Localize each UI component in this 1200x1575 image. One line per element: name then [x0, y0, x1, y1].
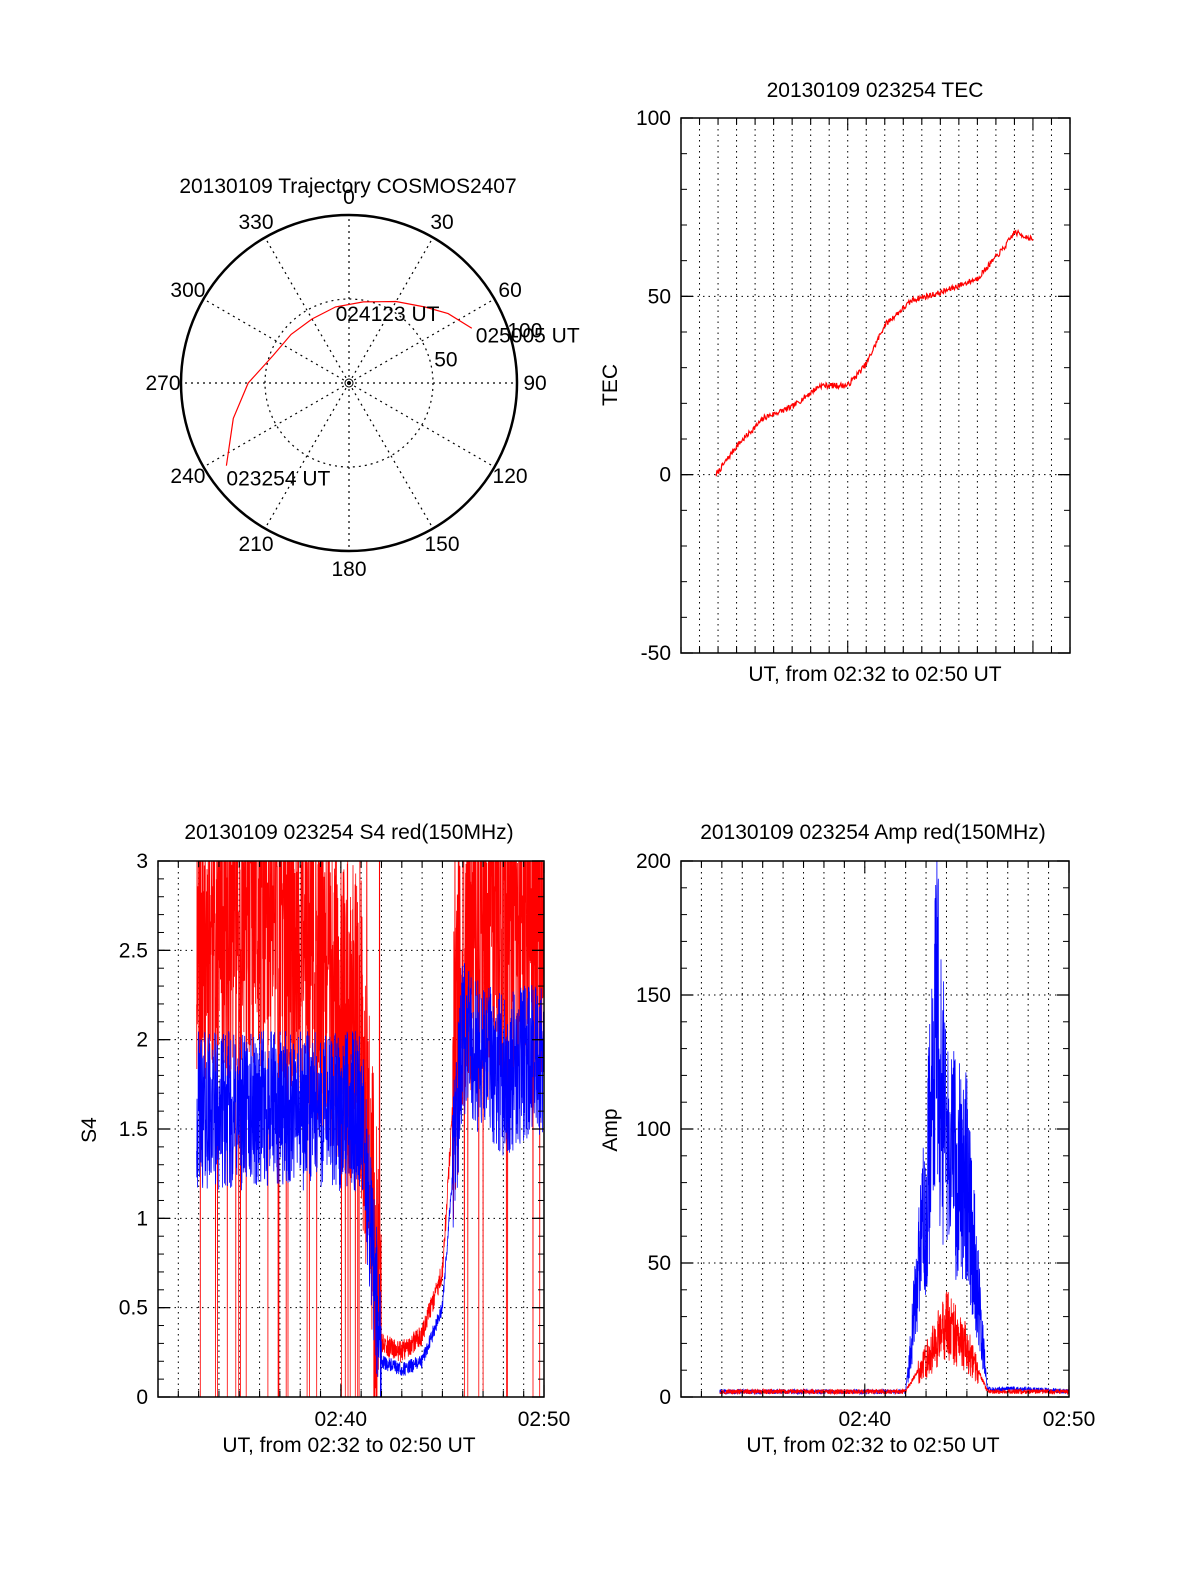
s4-ticks — [157, 860, 545, 1398]
tec-chart-title: 20130109 023254 TEC — [767, 79, 984, 102]
tec-x-axis-label: UT, from 02:32 to 02:50 UT — [748, 663, 1001, 686]
tec-y-tick-label: 100 — [636, 107, 671, 130]
polar-angle-label: 330 — [238, 211, 273, 234]
s4-y-tick-label: 1 — [136, 1207, 148, 1230]
tec-series-line — [715, 228, 1034, 477]
amp-y-tick-labels: 0 50 100 150 200 — [636, 850, 671, 1409]
trajectory-curve — [225, 300, 473, 466]
s4-y-tick-label: 1.5 — [119, 1118, 148, 1141]
trajectory-polar-chart: 20130109 Trajectory COSMOS2407 0 30 60 90 12… — [145, 175, 579, 581]
tec-y-tick-label: 0 — [659, 464, 671, 487]
polar-angle-label: 210 — [238, 533, 273, 556]
polar-radial-label: 100 — [507, 320, 542, 343]
tec-y-tick-label: -50 — [641, 642, 671, 665]
trajectory-time-label: 023254 UT — [226, 468, 330, 491]
amp-chart-title: 20130109 023254 Amp red(150MHz) — [700, 821, 1046, 844]
polar-grid-spoke — [348, 298, 495, 384]
s4-y-tick-label: 2.5 — [119, 939, 148, 962]
amp-grid — [681, 861, 1069, 1397]
s4-y-tick-label: 3 — [136, 850, 148, 873]
amp-x-tick-labels: 02:40 02:50 — [839, 1408, 1096, 1431]
amp-y-tick-label: 50 — [648, 1252, 671, 1275]
s4-y-tick-label: 0 — [136, 1386, 148, 1409]
trajectory-time-label: 024123 UT — [336, 303, 440, 326]
s4-x-tick-label: 02:40 — [315, 1408, 368, 1431]
amp-y-tick-label: 100 — [636, 1118, 671, 1141]
s4-chart-title: 20130109 023254 S4 red(150MHz) — [184, 821, 513, 844]
polar-grid-spoke — [203, 298, 350, 384]
polar-angle-label: 150 — [424, 533, 459, 556]
tec-y-tick-labels: -50 0 50 100 — [636, 107, 671, 665]
polar-radial-labels: 50 100 — [434, 320, 542, 372]
polar-center-marker — [344, 378, 354, 388]
tec-ticks — [680, 117, 1071, 654]
tec-plot-frame — [680, 117, 1071, 654]
polar-grid-spoke — [348, 382, 495, 468]
tec-y-tick-label: 50 — [648, 285, 671, 308]
polar-angle-label: 270 — [145, 372, 180, 395]
polar-angle-label: 0 — [343, 186, 355, 209]
s4-y-axis-label: S4 — [78, 1117, 101, 1143]
amp-series-red — [719, 1291, 1069, 1396]
polar-outer-ring — [179, 213, 519, 553]
amp-series — [719, 861, 1069, 1396]
trajectory-time-label: 025005 UT — [476, 324, 580, 347]
tec-grid — [681, 118, 1070, 653]
polar-angle-label: 120 — [493, 465, 528, 488]
s4-y-tick-label: 0.5 — [119, 1297, 148, 1320]
polar-angle-labels: 0 30 60 90 120 150 180 210 240 270 300 330 — [145, 186, 546, 581]
amp-y-tick-label: 150 — [636, 984, 671, 1007]
s4-series — [196, 861, 544, 1397]
amp-x-axis-label: UT, from 02:32 to 02:50 UT — [746, 1434, 999, 1457]
polar-angle-label: 30 — [430, 211, 453, 234]
polar-grid-spoke — [348, 237, 434, 384]
s4-y-tick-labels: 0 0.5 1 1.5 2 2.5 3 — [119, 850, 148, 1409]
amp-chart: 20130109 023254 Amp red(150MHz) 0 50 100 15… — [599, 821, 1095, 1457]
s4-x-tick-labels: 02:40 02:50 — [315, 1408, 571, 1431]
polar-grid-spoke — [264, 382, 350, 529]
polar-angle-label: 180 — [331, 558, 366, 581]
trajectory-chart-title: 20130109 Trajectory COSMOS2407 — [179, 175, 516, 198]
tec-y-axis-label: TEC — [599, 364, 622, 406]
s4-y-tick-label: 2 — [136, 1029, 148, 1052]
polar-angle-label: 240 — [170, 465, 205, 488]
amp-y-axis-label: Amp — [599, 1108, 622, 1151]
s4-x-axis-label: UT, from 02:32 to 02:50 UT — [222, 1434, 475, 1457]
polar-grid-spoke — [348, 382, 434, 529]
amp-x-tick-label: 02:40 — [839, 1408, 892, 1431]
polar-angle-label: 90 — [523, 372, 546, 395]
amp-x-tick-label: 02:50 — [1043, 1408, 1096, 1431]
s4-x-tick-label: 02:50 — [518, 1408, 571, 1431]
polar-angle-label: 60 — [498, 279, 521, 302]
s4-series-blue — [196, 963, 544, 1397]
trajectory-time-labels: 023254 UT 024123 UT 025005 UT — [226, 303, 579, 491]
amp-ticks — [680, 860, 1070, 1398]
polar-grid-spoke — [264, 237, 350, 384]
s4-chart: 20130109 023254 S4 red(150MHz) 0 0.5 1 1.5 2… — [78, 821, 571, 1457]
tec-chart: 20130109 023254 TEC -50 0 50 100 TEC UT, fr… — [599, 79, 1071, 686]
amp-y-tick-label: 200 — [636, 850, 671, 873]
amp-y-tick-label: 0 — [659, 1386, 671, 1409]
polar-angle-label: 300 — [170, 279, 205, 302]
polar-radial-label: 50 — [434, 348, 457, 371]
